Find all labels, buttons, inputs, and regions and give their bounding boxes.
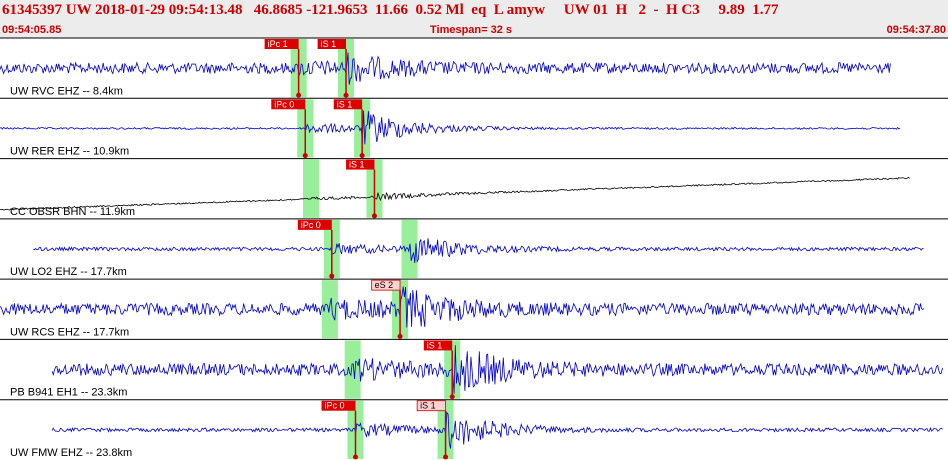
pick-label: iS 1 (420, 401, 436, 411)
trace-row[interactable]: iPc 0 iS 1 UW RER EHZ -- 10.9km (0, 97, 948, 159)
pick-dot (296, 92, 302, 98)
pick-dot (443, 454, 449, 460)
waveform (0, 52, 891, 85)
pick-dot (353, 454, 358, 460)
waveform (33, 238, 924, 263)
station-label: CC OBSR BHN -- 11.9km (10, 206, 135, 218)
pick-label-box[interactable] (333, 99, 363, 110)
end-time-label: 09:54:37.80 (886, 24, 946, 36)
station-label: UW RCS EHZ -- 17.7km (10, 326, 129, 338)
pick-label: iPc 0 (325, 401, 345, 411)
timespan-label: Timespan= 32 s (430, 24, 513, 36)
station-label: UW RVC EHZ -- 8.4km (10, 85, 123, 97)
waveform (0, 286, 925, 328)
station-label: PB B941 EH1 -- 23.3km (10, 387, 127, 399)
pick-label: iPc 0 (274, 99, 294, 109)
trace-row[interactable]: eS 2 UW RCS EHZ -- 17.7km (0, 278, 948, 339)
trace-row[interactable]: iPc 0 UW LO2 EHZ -- 17.7km (0, 218, 948, 279)
pick-label: iS 1 (427, 340, 443, 350)
station-label: UW FMW EHZ -- 23.8km (10, 447, 132, 459)
pick-label: iPc 1 (268, 39, 288, 49)
pick-dot (329, 273, 335, 279)
event-summary-line: 61345397 UW 2018-01-29 09:54:13.48 46.86… (2, 2, 779, 18)
pick-label-box[interactable] (321, 400, 356, 411)
pick-label-box[interactable] (346, 159, 375, 170)
pick-label-box[interactable] (297, 219, 332, 230)
pick-window (302, 159, 319, 218)
start-time-label: 09:54:05.85 (2, 24, 62, 36)
pick-label-box[interactable] (416, 400, 446, 412)
pick-dot (359, 153, 365, 159)
pick-label: eS 2 (375, 280, 394, 290)
pick-dot (343, 92, 349, 98)
pick-dot (302, 153, 308, 159)
trace-row[interactable]: iS 1 CC OBSR BHN -- 11.9km (0, 158, 948, 219)
pick-dot (371, 213, 377, 219)
pick-label-box[interactable] (423, 340, 453, 351)
trace-row[interactable]: iPc 0 iS 1 UW FMW EHZ -- 23.8km (0, 399, 948, 460)
pick-label-box[interactable] (317, 39, 347, 49)
pick-window (321, 280, 338, 339)
waveform (0, 176, 910, 211)
station-label: UW RER EHZ -- 10.9km (10, 146, 129, 158)
pick-label: iPc 0 (301, 220, 321, 230)
station-label: UW LO2 EHZ -- 17.7km (10, 266, 127, 278)
waveform (51, 411, 943, 449)
pick-label: iS 1 (321, 39, 337, 49)
trace-row[interactable]: iPc 1 iS 1 UW RVC EHZ -- 8.4km (0, 37, 948, 98)
trace-row[interactable]: iS 1 PB B941 EH1 -- 23.3km (0, 338, 948, 400)
pick-label-box[interactable] (371, 279, 401, 291)
pick-label: iS 1 (349, 160, 365, 170)
pick-dot (397, 333, 403, 339)
waveform (0, 110, 901, 145)
waveform (51, 345, 943, 394)
pick-label-box[interactable] (271, 99, 306, 110)
event-header: 61345397 UW 2018-01-29 09:54:13.48 46.86… (0, 0, 948, 38)
pick-label: iS 1 (337, 99, 353, 109)
pick-dot (449, 394, 455, 400)
pick-label-box[interactable] (264, 39, 299, 49)
pick-window (344, 340, 361, 399)
